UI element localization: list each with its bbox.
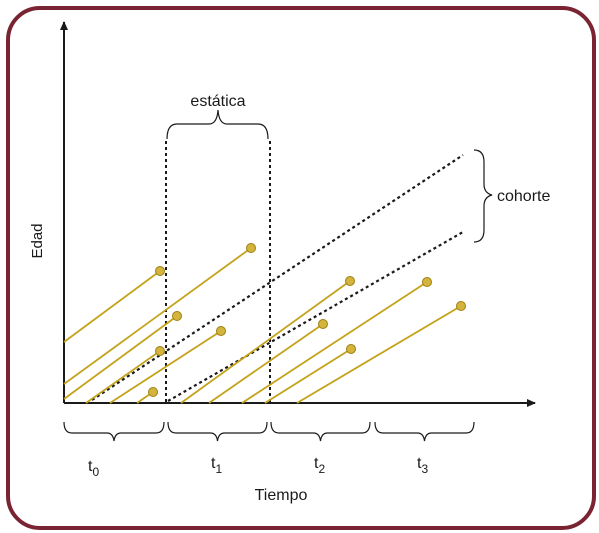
cohort-lower-line bbox=[167, 231, 464, 402]
lifeline-6 bbox=[180, 280, 351, 404]
period-label-t2: t2 bbox=[314, 455, 325, 476]
lifeline-end-dot-9 bbox=[346, 344, 356, 354]
lifeline-3 bbox=[85, 350, 161, 404]
period-brace-0 bbox=[63, 421, 165, 442]
lifeline-2 bbox=[63, 315, 178, 400]
y-axis-label: Edad bbox=[29, 223, 46, 258]
lifeline-10 bbox=[296, 305, 462, 404]
period-brace-1 bbox=[167, 421, 268, 442]
lifeline-end-dot-0 bbox=[155, 266, 165, 276]
lifeline-end-dot-4 bbox=[216, 326, 226, 336]
lifeline-end-dot-3 bbox=[155, 346, 165, 356]
cohort-upper-line bbox=[91, 154, 464, 401]
period-braces bbox=[63, 421, 475, 442]
period-label-t0: t0 bbox=[88, 458, 99, 479]
cohort-label: cohorte bbox=[497, 188, 550, 205]
period-label-t1: t1 bbox=[211, 455, 222, 476]
lifeline-9 bbox=[264, 348, 352, 404]
lifeline-7 bbox=[208, 323, 324, 404]
period-brace-3 bbox=[374, 421, 475, 442]
lifelines bbox=[63, 243, 466, 404]
period-brace-2 bbox=[270, 421, 371, 442]
lifeline-end-dot-5 bbox=[148, 387, 158, 397]
lifeline-end-dot-8 bbox=[422, 277, 432, 287]
x-axis-label: Tiempo bbox=[255, 487, 308, 504]
lifeline-end-dot-2 bbox=[172, 311, 182, 321]
static-brace bbox=[166, 109, 269, 140]
diagram-frame bbox=[6, 6, 596, 530]
lifeline-8 bbox=[241, 281, 428, 404]
static-label: estática bbox=[190, 93, 245, 110]
lifeline-end-dot-1 bbox=[246, 243, 256, 253]
lifeline-4 bbox=[109, 330, 222, 404]
lifeline-end-dot-10 bbox=[456, 301, 466, 311]
lifeline-end-dot-6 bbox=[345, 276, 355, 286]
lifeline-end-dot-7 bbox=[318, 319, 328, 329]
period-label-t3: t3 bbox=[417, 455, 428, 476]
lifeline-0 bbox=[63, 270, 161, 343]
cohort-brace bbox=[473, 149, 493, 243]
lifeline-1 bbox=[63, 247, 252, 385]
